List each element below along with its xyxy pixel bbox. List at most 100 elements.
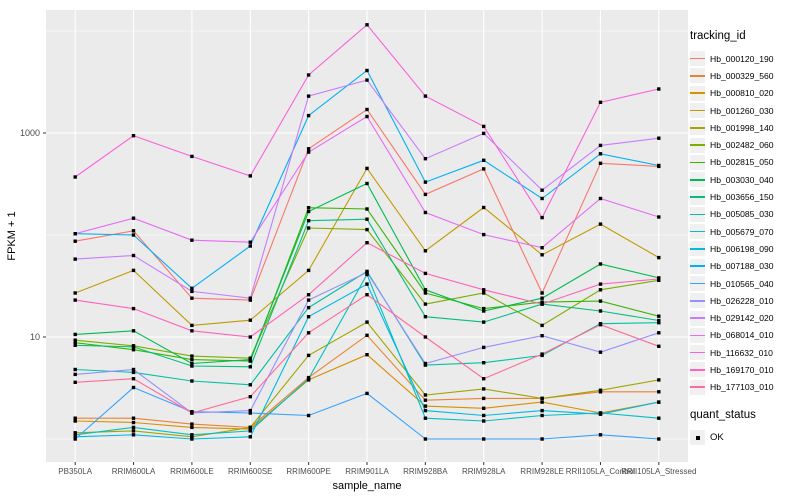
- data-point: [248, 365, 252, 369]
- data-point: [482, 291, 486, 295]
- data-point: [248, 408, 252, 413]
- data-point: [73, 175, 77, 179]
- legend-key: [690, 276, 705, 291]
- legend-label: Hb_005679_070: [710, 226, 774, 237]
- data-point: [131, 433, 136, 437]
- legend-key: [690, 68, 705, 84]
- data-point: [598, 350, 603, 354]
- data-point: [306, 298, 311, 302]
- series-color-line-icon: [690, 75, 705, 77]
- data-point: [482, 320, 486, 324]
- data-point: [306, 268, 311, 273]
- data-point: [598, 299, 603, 303]
- legend-label: Hb_026228_010: [710, 295, 774, 306]
- data-point: [131, 367, 136, 372]
- data-point: [598, 433, 603, 437]
- data-point: [190, 354, 194, 358]
- legend-key: [690, 293, 705, 309]
- legend-item-Hb_003656_150: Hb_003656_150: [690, 188, 800, 205]
- data-point: [365, 241, 369, 245]
- data-point: [306, 209, 311, 214]
- legend-label: Hb_000329_560: [710, 70, 774, 81]
- data-point: [131, 268, 136, 273]
- data-point: [306, 293, 311, 297]
- y-axis-title: FPKM + 1: [6, 211, 18, 260]
- data-point: [540, 323, 544, 328]
- data-point: [306, 226, 311, 230]
- data-point: [540, 215, 544, 220]
- legend-title-tracking-id: tracking_id: [690, 30, 746, 42]
- data-point: [190, 361, 194, 366]
- data-point: [365, 207, 369, 211]
- data-point: [73, 419, 77, 423]
- data-point: [365, 114, 369, 119]
- legend-title-quant-status: quant_status: [690, 408, 756, 421]
- data-point: [657, 390, 661, 394]
- data-point: [306, 305, 311, 310]
- data-point: [190, 329, 194, 333]
- x-tick-label: RRIM600LA: [112, 467, 156, 476]
- data-point: [306, 353, 311, 358]
- legend-label: Hb_003656_150: [710, 192, 774, 203]
- data-point: [423, 404, 428, 408]
- data-point: [598, 288, 603, 292]
- legend-item-Hb_000810_020: Hb_000810_020: [690, 85, 800, 102]
- data-point: [657, 215, 661, 219]
- data-point: [482, 361, 486, 365]
- legend: tracking_id Hb_000120_190 Hb_000329_560 Hb…: [690, 30, 800, 446]
- legend-key: [690, 172, 705, 188]
- data-point: [482, 158, 486, 162]
- data-point: [248, 435, 252, 439]
- data-point: [131, 134, 136, 138]
- legend-item-Hb_001260_030: Hb_001260_030: [690, 102, 800, 119]
- data-point: [306, 413, 311, 418]
- data-point: [131, 216, 136, 220]
- series-color-line-icon: [690, 300, 705, 302]
- data-point: [540, 334, 544, 338]
- x-tick-label: RRII105LA_Stressed: [621, 467, 696, 476]
- data-point: [248, 318, 252, 322]
- legend-item-Hb_000329_560: Hb_000329_560: [690, 67, 800, 84]
- data-point: [482, 131, 486, 136]
- x-tick-label: RRIM928BA: [403, 467, 448, 476]
- data-point: [131, 416, 136, 420]
- data-point: [657, 314, 661, 318]
- data-point: [482, 396, 486, 401]
- data-point: [365, 270, 369, 275]
- series-color-line-icon: [690, 386, 705, 389]
- data-point: [365, 353, 369, 357]
- data-point: [540, 302, 544, 306]
- legend-label: Hb_002482_060: [710, 140, 774, 151]
- legend-key: [690, 327, 705, 343]
- legend-item-Hb_029142_020: Hb_029142_020: [690, 309, 800, 326]
- legend-key: [690, 241, 705, 257]
- data-point: [365, 68, 369, 73]
- data-point: [131, 385, 136, 390]
- legend-key: [690, 430, 705, 446]
- legend-item-Hb_003030_040: Hb_003030_040: [690, 171, 800, 188]
- data-point: [657, 277, 661, 281]
- data-point: [482, 413, 486, 418]
- legend-label: Hb_000810_020: [710, 88, 774, 99]
- legend-key: [690, 51, 705, 67]
- data-point: [482, 167, 486, 171]
- legend-key: [690, 345, 705, 361]
- data-point: [482, 345, 486, 350]
- legend-item-Hb_001998_140: Hb_001998_140: [690, 119, 800, 136]
- legend-key: [690, 362, 705, 378]
- legend-label: Hb_005085_030: [710, 209, 774, 220]
- data-point: [540, 196, 544, 201]
- series-color-line-icon: [690, 92, 705, 95]
- data-point: [365, 107, 369, 112]
- data-point: [306, 113, 311, 118]
- legend-key: [690, 310, 705, 326]
- data-point: [131, 370, 136, 375]
- data-point: [73, 437, 77, 441]
- data-point: [73, 380, 77, 384]
- x-tick-label: RRIM600SE: [228, 467, 272, 476]
- legend-item-Hb_005679_070: Hb_005679_070: [690, 223, 800, 240]
- data-point: [131, 306, 136, 311]
- data-point: [73, 416, 77, 420]
